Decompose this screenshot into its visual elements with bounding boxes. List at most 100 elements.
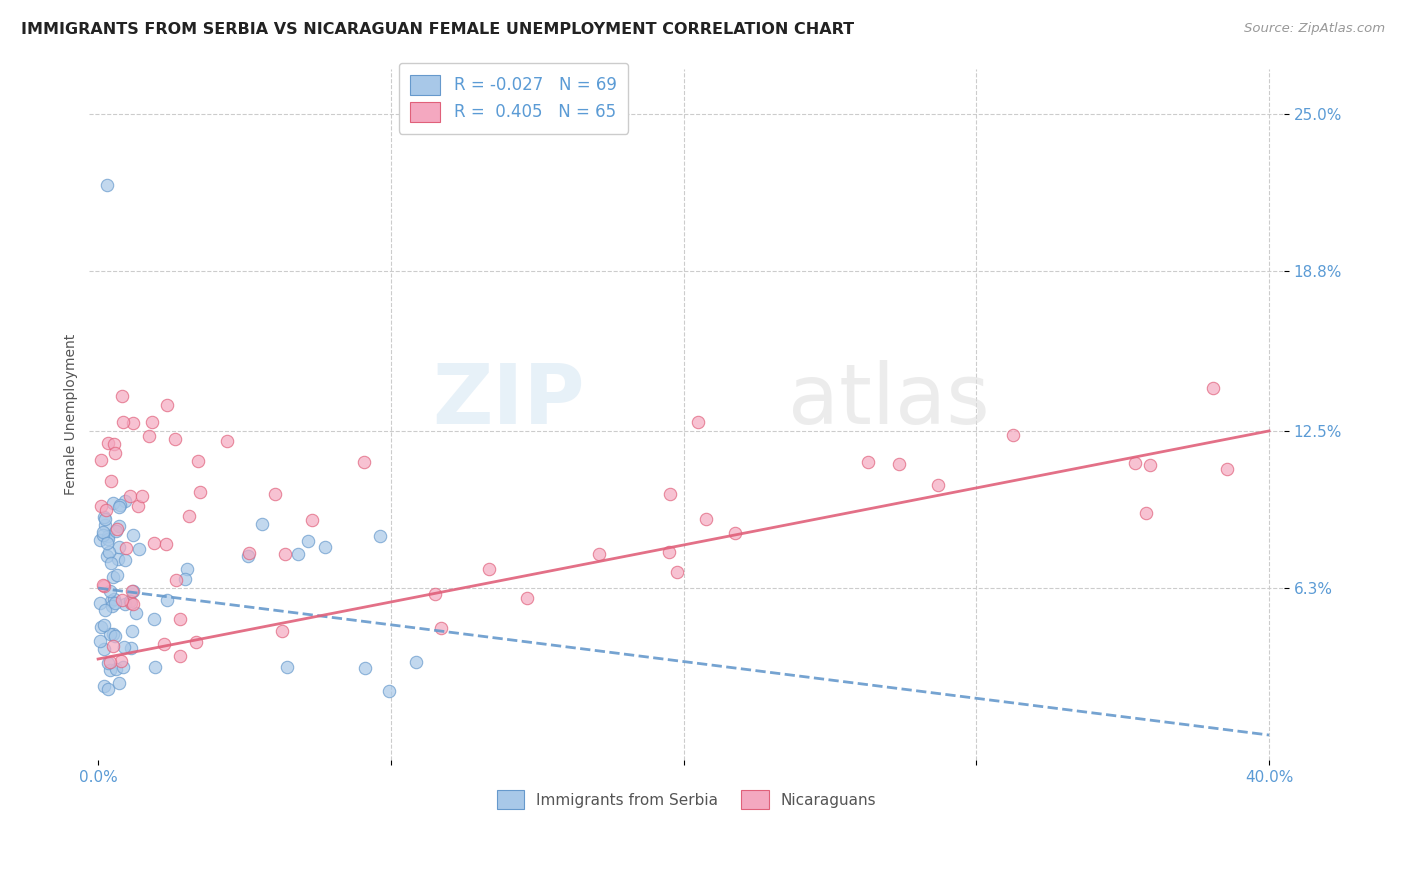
Point (155, 537, 177, 551)
Point (1202, 382, 1225, 396)
Point (887, 457, 910, 471)
Point (98, 627, 121, 641)
Point (90, 620, 112, 634)
Point (176, 562, 198, 576)
Point (103, 591, 125, 606)
Point (118, 593, 141, 607)
Point (314, 540, 336, 554)
Point (169, 612, 191, 626)
Point (143, 536, 166, 550)
Point (93, 603, 115, 617)
Point (105, 568, 128, 582)
Point (143, 612, 166, 626)
Point (94, 512, 117, 526)
Point (927, 478, 949, 492)
Point (97, 657, 120, 671)
Point (121, 583, 143, 598)
Point (665, 566, 688, 580)
Point (91, 527, 114, 541)
Point (169, 648, 191, 663)
Point (353, 455, 375, 469)
Point (174, 572, 197, 586)
Point (96, 549, 118, 563)
Point (141, 415, 163, 429)
Point (425, 587, 447, 601)
Point (270, 624, 292, 638)
Text: IMMIGRANTS FROM SERBIA VS NICARAGUAN FEMALE UNEMPLOYMENT CORRELATION CHART: IMMIGRANTS FROM SERBIA VS NICARAGUAN FEM… (21, 22, 855, 37)
Point (104, 662, 127, 676)
Point (89, 533, 111, 547)
Point (100, 594, 122, 608)
Y-axis label: Female Unemployment: Female Unemployment (65, 334, 79, 495)
Point (103, 437, 125, 451)
Point (101, 496, 124, 510)
Point (101, 639, 124, 653)
Point (96, 536, 118, 550)
Point (238, 546, 260, 560)
Point (101, 570, 124, 584)
Point (107, 519, 129, 533)
Point (98, 655, 121, 669)
Point (104, 524, 127, 538)
Point (98, 584, 121, 599)
Point (236, 549, 259, 563)
Point (93, 642, 115, 657)
Legend: Immigrants from Serbia, Nicaraguans: Immigrants from Serbia, Nicaraguans (491, 784, 883, 815)
Point (287, 547, 309, 561)
Point (264, 487, 287, 501)
Point (90, 499, 112, 513)
Point (93, 510, 115, 524)
Point (297, 534, 319, 549)
Point (112, 640, 135, 654)
Point (90, 452, 112, 467)
Text: ZIP: ZIP (433, 360, 585, 442)
Point (122, 416, 145, 430)
Point (111, 415, 134, 429)
Point (187, 454, 209, 468)
Point (110, 654, 132, 668)
Point (101, 627, 124, 641)
Point (97, 533, 120, 547)
Point (179, 509, 201, 524)
Point (430, 621, 453, 635)
Text: atlas: atlas (787, 360, 990, 442)
Point (659, 487, 682, 501)
Point (93, 579, 115, 593)
Point (108, 500, 131, 514)
Point (188, 484, 211, 499)
Point (145, 660, 167, 674)
Point (724, 526, 747, 541)
Point (695, 512, 717, 526)
Point (686, 415, 709, 429)
Point (301, 513, 323, 527)
Point (405, 655, 427, 669)
Point (97, 544, 120, 558)
Point (91, 578, 114, 592)
Point (114, 553, 136, 567)
Point (97, 528, 120, 542)
Point (120, 489, 142, 503)
Point (131, 489, 153, 503)
Point (93, 525, 115, 540)
Point (115, 541, 138, 555)
Point (122, 528, 145, 542)
Point (120, 596, 142, 610)
Point (114, 597, 136, 611)
Point (125, 606, 148, 620)
Point (127, 499, 149, 513)
Point (128, 542, 150, 557)
Point (156, 592, 179, 607)
Point (107, 522, 129, 536)
Point (184, 635, 207, 649)
Point (368, 529, 391, 543)
Point (156, 398, 179, 412)
Point (100, 557, 122, 571)
Point (89, 634, 111, 648)
Point (111, 389, 134, 403)
Point (1139, 458, 1161, 472)
Point (1216, 462, 1239, 476)
Point (107, 551, 129, 566)
Point (163, 432, 186, 446)
Point (215, 434, 238, 448)
Point (138, 428, 160, 442)
